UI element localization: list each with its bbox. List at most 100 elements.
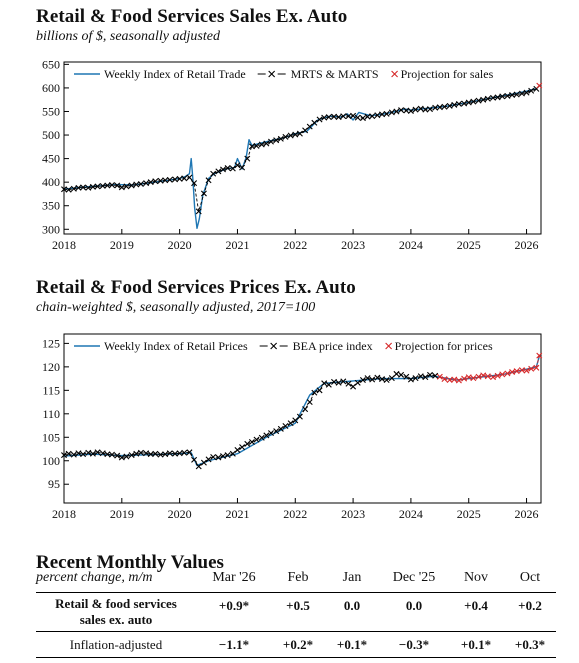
data-point [393,370,400,377]
sales-chart: 300 350 400 450 500 550 600 650 2018 2019 2020 2021… [42,57,543,252]
data-point [143,180,150,187]
table-cell: 0.0 [343,598,361,613]
x-tick-label: 2026 [515,507,539,521]
plot-frame [63,61,542,235]
data-point [504,370,511,377]
data-point [152,450,159,457]
data-point [455,100,462,107]
data-point [215,454,222,461]
data-point [133,450,140,457]
data-point [451,101,458,108]
column-header: Oct [519,570,541,585]
data-point [364,375,371,382]
data-point [455,377,462,384]
y-tick-label: 125 [42,336,60,350]
data-point [480,372,487,379]
y-tick-label: 300 [42,222,60,236]
data-point [475,373,482,380]
y-tick-label: 450 [42,152,60,166]
data-point [123,183,130,190]
data-point [118,454,125,461]
legend-label: Weekly Index of Retail Prices [104,339,248,353]
legend-entry: Weekly Index of Retail Prices [74,339,248,353]
data-point [80,451,87,458]
data-point [118,184,125,191]
x-tick-label: 2020 [168,238,192,252]
x-tick-label: 2021 [225,238,249,252]
table-row-rule [36,631,556,632]
data-point [205,177,212,184]
data-point [123,453,130,460]
data-point [263,140,270,147]
x-tick-label: 2019 [110,507,134,521]
legend-marker [270,342,278,350]
data-point [412,106,419,113]
series-line-0 [63,356,540,467]
data-point [359,115,366,122]
legend-entry: Weekly Index of Retail Trade [74,67,246,81]
data-point [114,452,121,459]
x-tick-label: 2023 [341,238,365,252]
data-point [494,94,501,101]
x-tick-label: 2022 [283,238,307,252]
y-tick-label: 95 [48,477,60,491]
column-header: Mar '26 [212,570,256,585]
data-point [461,100,468,107]
data-point [441,103,448,110]
data-point [470,375,477,382]
data-point [70,451,77,458]
data-point [143,450,150,457]
y-tick-label: 650 [42,57,60,71]
legend-label: Projection for prices [395,339,493,353]
data-point [523,367,530,374]
data-point [61,452,67,459]
data-point [85,184,92,191]
x-tick-label: 2018 [52,507,76,521]
table-cell: +0.2 [518,598,542,613]
data-point [475,97,482,104]
legend-label: MRTS & MARTS [291,67,379,81]
data-point [533,364,540,371]
data-point [509,369,516,376]
x-tick-label: 2023 [341,507,365,521]
data-point [253,142,260,149]
data-point [205,456,212,463]
data-point [99,450,106,457]
data-point [234,162,241,169]
data-point [220,453,226,460]
column-header: Feb [287,570,309,585]
data-point [277,425,284,432]
data-point [128,182,135,189]
data-point [331,378,337,385]
data-point [513,368,520,375]
data-point [494,372,501,379]
data-point [374,374,381,381]
data-point [181,175,188,182]
data-point [388,375,395,382]
data-point [536,82,543,89]
data-point [137,449,144,456]
data-point [321,380,328,387]
data-point [70,185,77,192]
plot-frame [63,333,542,504]
series-line-0 [63,88,536,230]
data-point [417,105,424,112]
data-point [499,371,506,378]
x-tick-label: 2024 [399,507,423,521]
data-point [499,93,506,100]
table-cell: −1.1* [218,637,250,652]
y-tick-label: 105 [42,430,60,444]
data-point [393,108,400,115]
legend-label: Projection for sales [401,67,494,81]
data-point [528,87,535,94]
data-point [166,450,173,457]
table-subtitle: percent change, m/m [36,570,153,585]
data-point [85,449,92,456]
data-point [210,170,217,177]
x-tick-label: 2022 [283,507,307,521]
x-tick-label: 2025 [457,507,481,521]
data-point [128,452,135,459]
table-header-row: percent change, m/m Mar '26 Feb Jan Dec … [36,570,556,590]
y-tick-label: 400 [42,175,60,189]
data-point [94,183,101,190]
